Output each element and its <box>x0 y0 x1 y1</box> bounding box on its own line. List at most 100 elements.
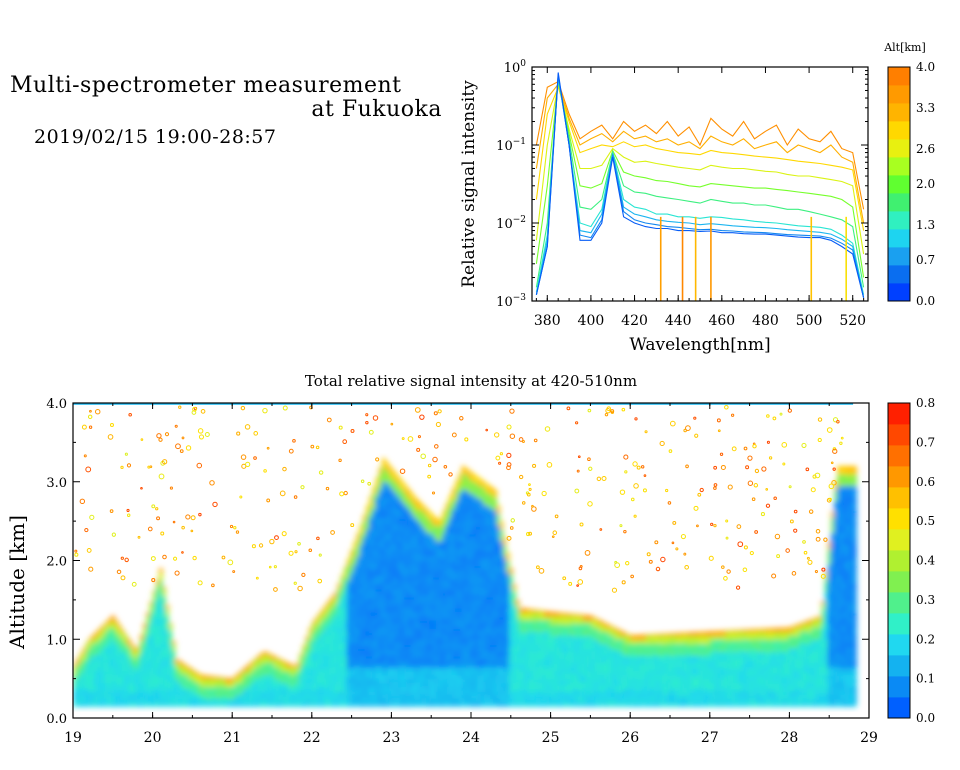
heatmap-cell <box>531 611 536 617</box>
heatmap-cell <box>404 489 408 495</box>
heatmap-cell <box>391 635 396 640</box>
heatmap-cell <box>451 544 456 550</box>
heatmap-cell <box>216 698 221 703</box>
heatmap-cell <box>490 682 494 688</box>
heatmap-cell <box>518 670 523 676</box>
heatmap-cell <box>334 678 338 684</box>
heatmap-cell <box>439 619 443 625</box>
heatmap-cell <box>385 462 389 463</box>
heatmap-cell <box>388 576 392 581</box>
heatmap-cell <box>98 670 103 676</box>
heatmap-cell <box>375 556 380 562</box>
heatmap-cell <box>359 548 364 554</box>
heatmap-cell <box>410 576 415 581</box>
heatmap-cell <box>359 639 364 644</box>
heatmap-cell <box>95 635 100 640</box>
heatmap-cell <box>340 690 345 695</box>
heatmap-cell <box>432 651 437 656</box>
heatmap-cell <box>356 678 361 684</box>
heatmap-cell <box>404 686 408 692</box>
heatmap-cell <box>483 584 488 589</box>
heatmap-cell <box>560 615 564 621</box>
altitude-colorbar-band <box>888 247 910 266</box>
heatmap-cell <box>346 686 351 692</box>
heatmap-cell <box>158 572 163 577</box>
heatmap-cell <box>569 674 574 680</box>
heatmap-cell <box>114 635 119 640</box>
heatmap-cell <box>362 678 367 684</box>
heatmap-cell <box>486 674 491 680</box>
heatmap-cell <box>407 509 412 514</box>
heatmap-cell <box>502 607 507 613</box>
heatmap-cell <box>369 513 373 518</box>
heatmap-cell <box>391 532 396 538</box>
heatmap-cell <box>92 651 96 656</box>
heatmap-cell <box>397 647 402 652</box>
heatmap-cell <box>254 674 259 680</box>
heatmap-cell <box>407 584 412 589</box>
heatmap-cell <box>385 647 389 652</box>
heatmap-cell <box>92 662 96 668</box>
heatmap-cell <box>416 521 421 526</box>
heatmap-cell <box>139 658 144 664</box>
heatmap-cell <box>420 631 424 636</box>
heatmap-cell <box>184 678 189 684</box>
heatmap-cell <box>400 670 405 676</box>
heatmap-cell <box>585 658 590 664</box>
heatmap-cell <box>356 611 361 617</box>
heatmap-cell <box>251 662 256 668</box>
heatmap-cell <box>429 529 434 534</box>
heatmap-cell <box>420 698 424 703</box>
heatmap-cell <box>474 595 478 601</box>
heatmap-cell <box>429 682 434 688</box>
heatmap-cell <box>451 595 456 601</box>
heatmap-cell <box>426 532 431 538</box>
heatmap-cell <box>76 662 80 668</box>
heatmap-cell <box>365 513 370 518</box>
heatmap-cell <box>127 686 131 692</box>
heatmap-cell <box>477 513 482 518</box>
heatmap-cell <box>407 544 412 550</box>
heatmap-cell <box>404 595 408 601</box>
heatmap-cell <box>219 698 224 703</box>
heatmap-cell <box>420 639 424 644</box>
heatmap-cell <box>391 639 396 644</box>
heatmap-cell <box>308 690 313 695</box>
heatmap-cell <box>455 568 459 573</box>
heatmap-cell <box>388 702 392 707</box>
heatmap-cell <box>295 682 300 688</box>
heatmap-cell <box>362 639 367 644</box>
heatmap-cell <box>518 702 523 707</box>
heatmap-cell <box>455 505 459 510</box>
heatmap-cell <box>471 536 475 542</box>
heatmap-cell <box>467 694 472 699</box>
heatmap-cell <box>471 651 475 656</box>
heatmap-cell <box>490 509 494 514</box>
heatmap-cell <box>474 532 478 538</box>
heatmap-cell <box>432 686 437 692</box>
heatmap-cell <box>464 532 469 538</box>
heatmap-cell <box>130 655 135 660</box>
heatmap-cell <box>448 611 453 617</box>
heatmap-cell <box>464 564 469 569</box>
heatmap-cell <box>378 556 383 562</box>
heatmap-cell <box>305 666 310 672</box>
heatmap-cell <box>356 627 361 632</box>
heatmap-cell <box>572 682 577 688</box>
heatmap-cell <box>381 568 386 573</box>
heatmap-cell <box>400 623 405 629</box>
heatmap-cell <box>477 599 482 605</box>
heatmap-cell <box>493 540 498 546</box>
heatmap-cell <box>270 682 275 688</box>
heatmap-cell <box>391 540 396 546</box>
heatmap-cell <box>499 678 504 684</box>
heatmap-cell <box>108 698 112 703</box>
heatmap-cell <box>356 599 361 605</box>
heatmap-cell <box>369 643 373 648</box>
heatmap-cell <box>251 678 256 684</box>
heatmap-cell <box>537 686 542 692</box>
heatmap-cell <box>451 662 456 668</box>
heatmap-cell <box>525 631 529 636</box>
heatmap-cell <box>451 540 456 546</box>
heatmap-cell <box>423 655 428 660</box>
